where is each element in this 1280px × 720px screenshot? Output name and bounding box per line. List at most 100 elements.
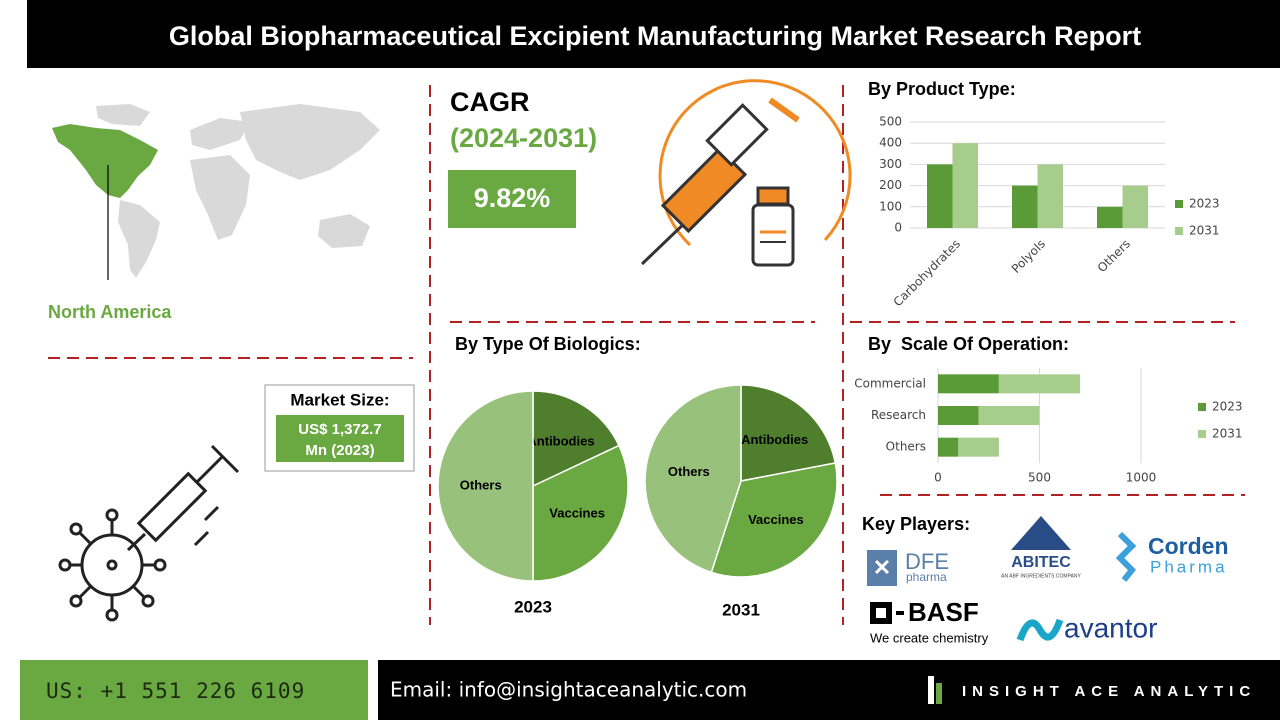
footer-email: Email: info@insightaceanalytic.com [390, 678, 747, 702]
bar [1122, 185, 1148, 228]
company-sub: We create chemistry [870, 630, 989, 645]
legend-label: 2023 [1212, 400, 1243, 414]
logo-dfe: ✕ DFE pharma [867, 549, 949, 586]
company-sub: Pharma [1150, 557, 1228, 576]
footer-phone: US: +1 551 226 6109 [46, 679, 305, 703]
y-tick-label: 400 [879, 136, 902, 150]
y-tick-label: 0 [894, 221, 902, 235]
company-sub: pharma [906, 570, 947, 584]
australia [318, 214, 370, 248]
plunger [705, 103, 769, 167]
company-name: BASF [908, 597, 979, 627]
cagr-box [448, 170, 576, 228]
y-tick-label: Research [871, 408, 926, 422]
vial-cap [756, 186, 790, 206]
logo-corden: Corden Pharma [1115, 531, 1229, 582]
company-name: DFE [905, 549, 949, 574]
section-title: By Scale Of Operation: [868, 334, 1069, 354]
bar [1097, 206, 1123, 228]
cagr-label: CAGR [450, 87, 530, 117]
region-label: North America [48, 302, 172, 322]
legend-swatch [1175, 200, 1183, 208]
pie-slice [710, 462, 838, 578]
legend-swatch [1198, 403, 1206, 411]
spike [78, 584, 93, 599]
spike-tip [105, 508, 119, 522]
europe [190, 118, 250, 150]
section-title: Key Players: [862, 514, 970, 534]
logo-avantor: avantor [1016, 612, 1157, 643]
logo-mark [1016, 618, 1064, 642]
cagr-period: (2024-2031) [450, 123, 597, 153]
y-tick-label: Commercial [854, 376, 926, 390]
icon-ring [658, 79, 852, 247]
page-title: Global Biopharmaceutical Excipient Manuf… [169, 21, 1141, 51]
legend-label: 2031 [1189, 224, 1220, 238]
company-sub: AN ABF INGREDIENTS COMPANY [1001, 573, 1081, 579]
slice-label: Antibodies [527, 433, 594, 448]
motion-line [193, 530, 210, 547]
logo-mark [867, 550, 897, 586]
slice-label: Antibodies [741, 432, 808, 447]
asia [240, 104, 380, 180]
logo-glyph: ✕ [873, 555, 891, 580]
plunger-head [768, 97, 800, 123]
section-title: By Type Of Biologics: [455, 334, 641, 354]
logo-basf: BASF We create chemistry [870, 597, 989, 645]
spike-tip [69, 522, 83, 536]
south-america [118, 200, 160, 278]
bar [998, 374, 1081, 394]
slice-label: Vaccines [549, 505, 605, 520]
spike-tip [153, 558, 167, 572]
cagr-value: 9.82% [474, 183, 551, 213]
spike-tip [58, 558, 72, 572]
legend-swatch [1198, 430, 1206, 438]
virus-dot [106, 559, 118, 571]
logo-abitec: ABITEC AN ABF INGREDIENTS COMPANY [1001, 516, 1081, 579]
brand-icon [936, 683, 942, 704]
world-map [52, 104, 380, 278]
y-tick-label: 100 [879, 199, 902, 213]
spike-tip [105, 608, 119, 622]
pie-slice [532, 390, 620, 488]
market-size-value: US$ 1,372.7 [298, 421, 381, 438]
vial [751, 203, 795, 267]
company-name: avantor [1064, 612, 1157, 643]
logo-mark [1115, 531, 1137, 582]
legend-label: 2031 [1212, 427, 1243, 441]
market-size-label: Market Size: [290, 390, 389, 409]
logo-mark [1011, 516, 1071, 550]
syringe-barrel [136, 471, 208, 543]
bar [938, 437, 959, 457]
africa [190, 155, 250, 240]
x-tick-label: Others [1095, 237, 1133, 275]
y-tick-label: 500 [879, 115, 902, 129]
footer-bar [378, 660, 1280, 720]
syringe-plunger [194, 455, 224, 485]
market-size-box [276, 415, 404, 462]
syringe-icon [640, 79, 852, 267]
spike [131, 584, 146, 599]
section-title: By Product Type: [868, 79, 1016, 99]
footer-phone-box [20, 660, 368, 720]
bar [1037, 164, 1063, 228]
logo-mark [896, 611, 904, 615]
greenland [96, 104, 150, 126]
motion-line [203, 505, 220, 522]
footer-brand: INSIGHT ACE ANALYTIC [962, 683, 1256, 700]
x-tick-label: 0 [934, 471, 942, 485]
spike [78, 531, 93, 546]
bar [978, 406, 1040, 425]
bar [938, 406, 979, 425]
y-tick-label: Others [886, 440, 926, 454]
syringe-needle [126, 532, 147, 552]
bar [958, 437, 999, 457]
spike-tip [141, 594, 155, 608]
pie-year: 2031 [722, 600, 760, 619]
slice-label: Others [668, 464, 710, 479]
legend-label: 2023 [1189, 197, 1220, 211]
bar [927, 164, 953, 228]
company-name: ABITEC [1011, 554, 1071, 571]
company-name: Corden [1148, 533, 1229, 559]
